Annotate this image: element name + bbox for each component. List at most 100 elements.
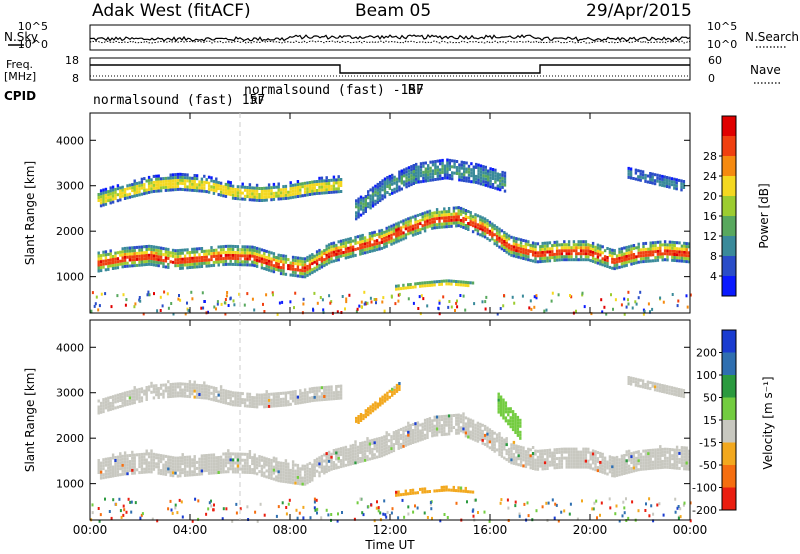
heatmap-cell	[210, 397, 213, 401]
heatmap-cell	[159, 189, 163, 193]
heatmap-cell	[279, 260, 283, 264]
heatmap-cell	[491, 171, 495, 174]
heatmap-cell	[587, 450, 590, 454]
heatmap-cell	[611, 462, 614, 466]
heatmap-cell	[179, 172, 182, 176]
heatmap-cell	[391, 393, 394, 397]
heatmap-cell	[357, 418, 360, 421]
heatmap-cell	[447, 219, 451, 222]
heatmap-cell	[608, 464, 612, 468]
heatmap-cell	[474, 228, 477, 232]
heatmap-cell	[467, 281, 470, 285]
heatmap-cell	[299, 482, 302, 486]
heatmap-cell	[493, 227, 496, 231]
heatmap-cell	[369, 194, 372, 198]
heatmap-cell	[296, 195, 300, 198]
heatmap-cell	[464, 416, 468, 420]
heatmap-cell	[627, 458, 631, 462]
heatmap-cell	[236, 467, 240, 471]
power-heatmap	[90, 158, 692, 316]
heatmap-cell	[325, 470, 328, 474]
heatmap-cell	[174, 182, 177, 186]
heatmap-cell	[157, 264, 160, 268]
heatmap-cell	[623, 258, 626, 262]
heatmap-cell	[253, 402, 256, 406]
heatmap-cell	[572, 243, 576, 247]
heatmap-cell	[417, 177, 420, 181]
heatmap-cell	[685, 245, 688, 249]
heatmap-cell	[649, 178, 652, 181]
heatmap-cell	[114, 254, 117, 258]
heatmap-cell	[663, 384, 666, 388]
heatmap-cell	[471, 490, 475, 494]
heatmap-cell	[227, 402, 230, 406]
heatmap-cell	[402, 426, 405, 430]
heatmap-cell	[107, 466, 110, 470]
heatmap-cell	[267, 458, 271, 462]
heatmap-cell	[416, 433, 420, 437]
heatmap-cell	[131, 186, 134, 190]
heatmap-cell	[205, 454, 208, 457]
heatmap-cell	[491, 186, 495, 189]
heatmap-cell	[138, 184, 141, 188]
heatmap-cell	[306, 270, 309, 274]
heatmap-cell	[482, 177, 485, 181]
heatmap-cell	[335, 385, 338, 388]
heatmap-cell	[174, 465, 177, 469]
heatmap-cell	[426, 225, 429, 229]
heatmap-cell	[572, 447, 576, 451]
heatmap-cell	[215, 459, 218, 463]
heatmap-cell	[267, 398, 271, 402]
heatmap-cell	[366, 301, 369, 305]
heatmap-cell	[188, 383, 192, 387]
heatmap-cell	[123, 400, 127, 404]
heatmap-cell	[231, 256, 235, 260]
heatmap-cell	[229, 297, 232, 301]
heatmap-cell	[203, 249, 206, 253]
heatmap-cell	[287, 465, 290, 469]
heatmap-cell	[548, 241, 552, 245]
heatmap-cell	[150, 464, 153, 468]
heatmap-cell	[287, 267, 290, 271]
heatmap-cell	[140, 390, 144, 394]
heatmap-cell	[227, 256, 230, 260]
heatmap-cell	[255, 246, 259, 250]
heatmap-cell	[519, 241, 523, 245]
heatmap-cell	[415, 171, 418, 175]
heatmap-cell	[629, 173, 633, 177]
heatmap-cell	[477, 166, 480, 170]
heatmap-cell	[489, 170, 492, 174]
heatmap-cell	[539, 452, 542, 456]
heatmap-cell	[179, 462, 182, 466]
heatmap-cell	[440, 415, 444, 419]
heatmap-cell	[435, 418, 439, 422]
heatmap-cell	[505, 241, 508, 245]
heatmap-cell	[260, 464, 264, 468]
heatmap-cell	[138, 459, 141, 463]
heatmap-cell	[663, 252, 667, 256]
heatmap-cell	[462, 225, 465, 229]
heatmap-cell	[159, 255, 163, 259]
heatmap-cell	[263, 393, 266, 397]
heatmap-cell	[529, 460, 532, 464]
heatmap-cell	[313, 266, 316, 270]
heatmap-cell	[114, 471, 117, 474]
heatmap-cell	[363, 449, 367, 453]
heatmap-cell	[611, 257, 614, 261]
heatmap-cell	[224, 194, 228, 198]
heatmap-cell	[644, 241, 648, 245]
heatmap-cell	[610, 293, 612, 297]
heatmap-cell	[308, 461, 312, 465]
heatmap-cell	[224, 401, 228, 405]
heatmap-cell	[299, 470, 302, 474]
heatmap-cell	[433, 223, 436, 227]
heatmap-cell	[673, 253, 676, 256]
heatmap-cell	[253, 258, 256, 262]
heatmap-cell	[368, 241, 372, 244]
heatmap-cell	[665, 185, 669, 188]
heatmap-cell	[407, 492, 410, 496]
heatmap-cell	[615, 467, 619, 471]
heatmap-cell	[455, 172, 459, 175]
heatmap-cell	[147, 262, 151, 266]
heatmap-cell	[632, 256, 636, 259]
